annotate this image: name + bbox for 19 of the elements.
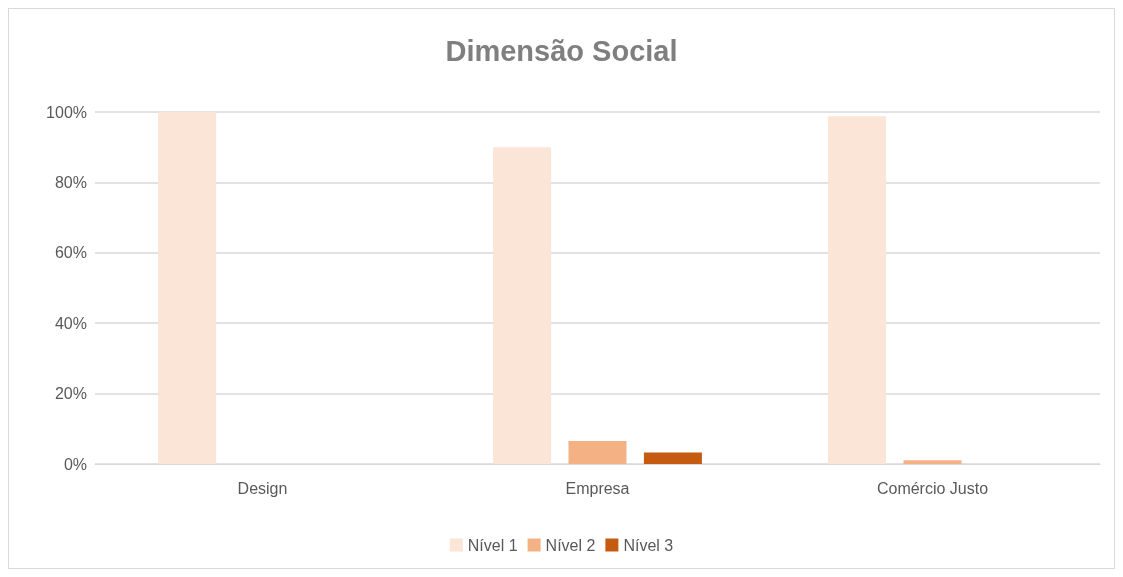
- bar: [828, 116, 887, 464]
- x-tick-label: Design: [237, 479, 288, 497]
- legend-label: Nível 3: [623, 536, 674, 554]
- legend-label: Nível 1: [467, 536, 518, 554]
- x-tick-label: Comércio Justo: [876, 479, 989, 497]
- bar: [643, 452, 702, 464]
- y-tick-label: 100%: [46, 103, 87, 121]
- bar: [903, 460, 962, 464]
- y-tick-label: 20%: [54, 385, 87, 403]
- bar: [158, 112, 217, 464]
- legend-label: Nível 2: [545, 536, 596, 554]
- x-tick-label: Empresa: [565, 479, 630, 497]
- bar: [568, 441, 627, 464]
- y-tick-label: 60%: [54, 244, 87, 262]
- y-tick-label: 0%: [63, 455, 87, 473]
- y-tick-label: 40%: [54, 314, 87, 332]
- chart-title: Dimensão Social: [445, 34, 678, 67]
- y-tick-label: 80%: [54, 173, 87, 191]
- bar: [493, 147, 552, 464]
